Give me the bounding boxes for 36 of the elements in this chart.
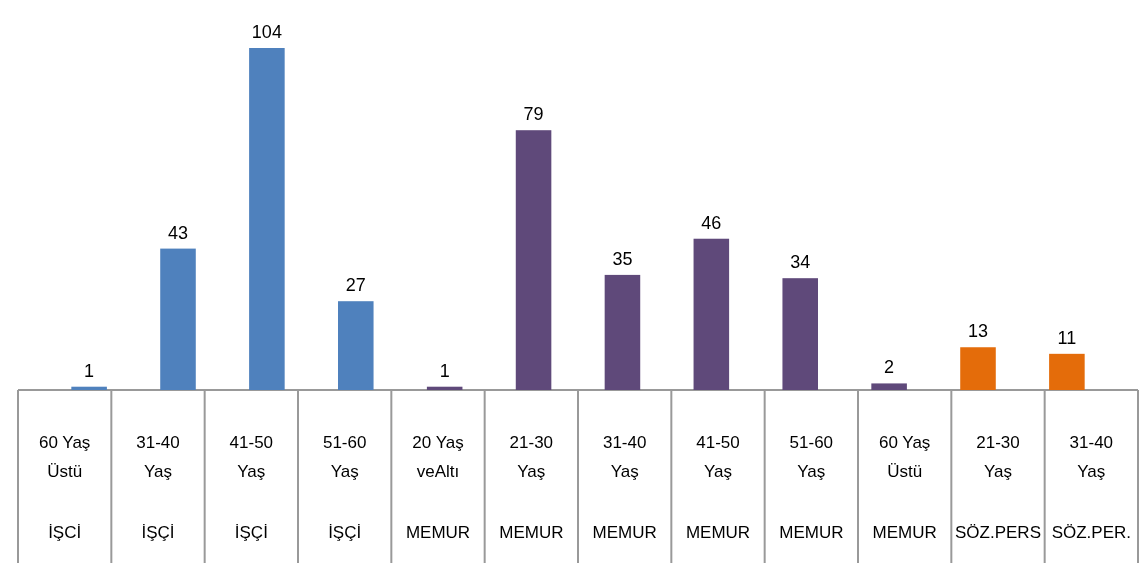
category-label: 51-60 Yaş MEMUR [779,433,844,542]
data-label: 27 [345,275,366,296]
category-label: 31-40 Yaş MEMUR [592,433,657,542]
bar [515,130,552,390]
bar [71,386,107,390]
data-label: 1 [439,360,450,381]
data-label: 1 [84,360,95,381]
category-label: 21-30 Yaş MEMUR [499,433,564,542]
bar [426,386,463,390]
data-label: 46 [701,212,722,233]
data-label: 79 [523,104,544,125]
bar [871,383,907,390]
category-label: 31-40 Yaş SÖZ.PER. [1051,433,1132,542]
category-label: 60 Yaş Üstü MEMUR [872,433,937,542]
data-label: 11 [1057,327,1077,348]
data-label: 13 [967,321,989,342]
bar [1049,353,1085,390]
data-label: 2 [884,357,895,378]
bar [160,248,196,390]
data-label: 104 [251,22,282,42]
data-label: 35 [612,248,633,269]
bar [782,278,818,390]
bar [960,347,996,390]
data-label: 34 [790,252,811,273]
category-label: 31-40 Yaş İŞÇİ [136,433,180,542]
bar [338,301,374,390]
category-label: 41-50 Yaş İŞÇİ [229,433,274,542]
data-label: 43 [167,222,189,243]
category-label: 51-60 Yaş İŞÇİ [322,433,367,542]
category-label: 20 Yaş veAltı MEMUR [405,433,471,542]
bar [249,48,285,390]
category-label: 21-30 Yaş SÖZ.PERS [955,433,1041,542]
category-label: 41-50 Yaş MEMUR [685,433,751,542]
bar [693,238,730,390]
bar [604,274,641,390]
category-label: 60 Yaş Üstü İŞCİ [38,433,91,542]
